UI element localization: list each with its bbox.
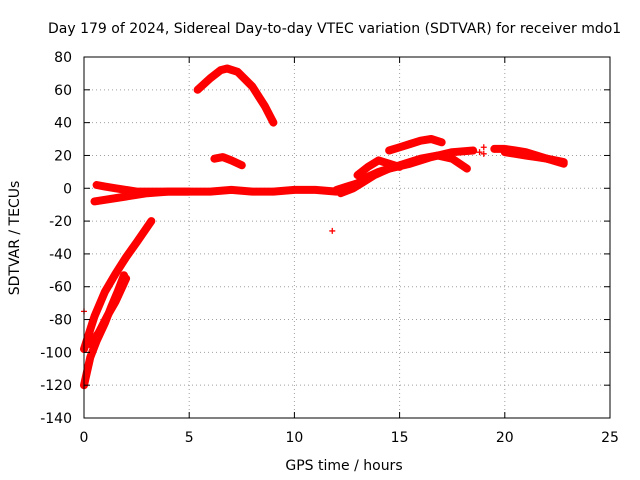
y-tick-label: -60: [49, 280, 72, 296]
data-series-arc-3: [86, 274, 131, 349]
data-series-arc-9: [336, 146, 478, 198]
data-point: [476, 149, 483, 156]
x-tick-label: 20: [496, 430, 514, 446]
y-tick-label: -40: [49, 247, 72, 263]
x-tick-label: 10: [285, 430, 303, 446]
y-tick-label: -80: [49, 313, 72, 329]
data-series-arc-6: [90, 185, 341, 206]
x-axis-label: GPS time / hours: [285, 458, 402, 474]
data-series-arc-1: [80, 217, 156, 354]
axis-ticks: 0 5 10 15 20 25 80 60 40 20 0 -20 -40 -60 -80 -100 -120 -…: [40, 50, 619, 446]
x-tick-label: 25: [601, 430, 619, 446]
y-tick-label: -140: [40, 411, 72, 427]
y-tick-label: 20: [54, 148, 72, 164]
y-tick-label: -120: [40, 378, 72, 394]
x-tick-label: 5: [185, 430, 194, 446]
data-point: [329, 227, 336, 234]
grid-lines: [84, 57, 610, 418]
data-series-arc-7: [92, 181, 194, 196]
data-point: [480, 150, 487, 157]
y-tick-label: 60: [54, 83, 72, 99]
data-series-arc-5: [210, 153, 246, 170]
y-tick-label: 0: [63, 181, 72, 197]
x-tick-label: 15: [391, 430, 409, 446]
y-tick-label: 80: [54, 50, 72, 66]
data-series-arc-11: [353, 156, 404, 180]
data-series-arc-13: [500, 148, 568, 168]
y-axis-label: SDTVAR / TECUs: [7, 181, 23, 296]
data-series: [80, 64, 568, 390]
y-tick-label: -100: [40, 345, 72, 361]
chart-title: Day 179 of 2024, Sidereal Day-to-day VTE…: [48, 21, 621, 37]
data-point: [480, 144, 487, 151]
data-series-arc-4: [193, 64, 278, 127]
plot-frame: [83, 56, 611, 419]
y-tick-label: -20: [49, 214, 72, 230]
y-tick-label: 40: [54, 116, 72, 132]
x-tick-label: 0: [80, 430, 89, 446]
data-series-arc-10: [385, 135, 446, 155]
